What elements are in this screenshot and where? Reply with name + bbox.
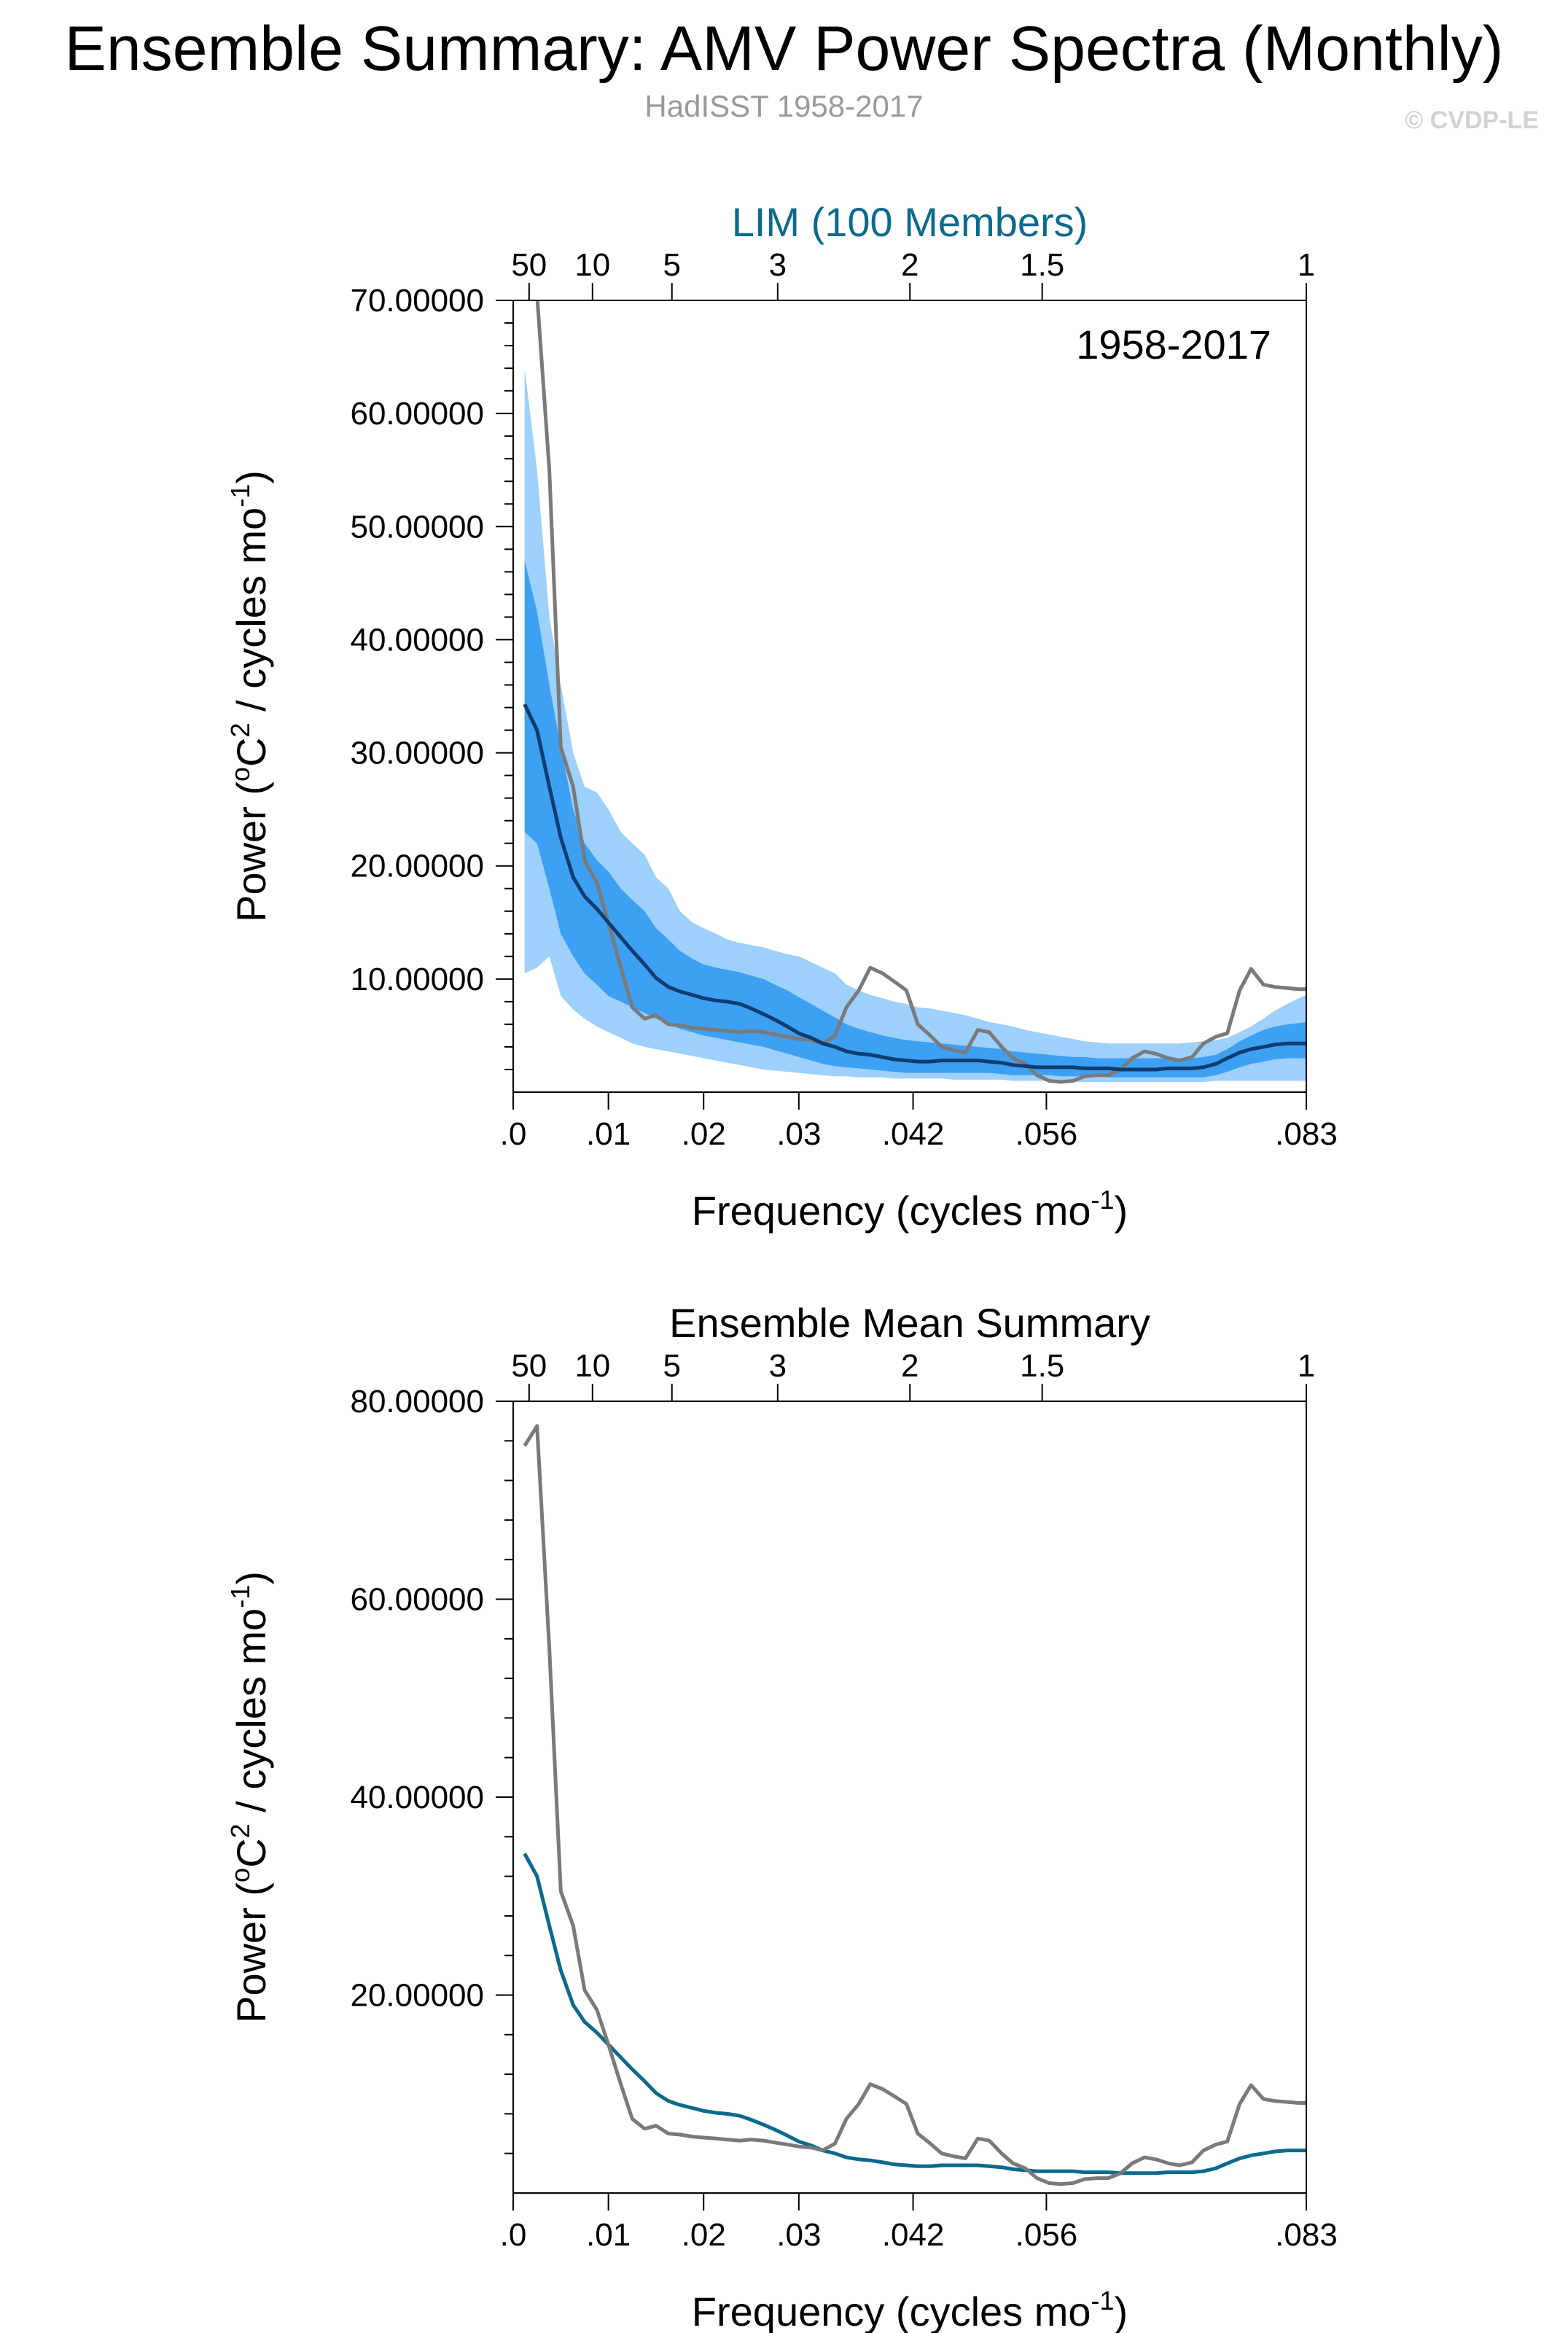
x-tick-label: .03 [776, 1116, 821, 1152]
period-tick-label: 3 [769, 1348, 787, 1384]
y-tick-label: 10.00000 [350, 962, 484, 997]
y-tick-label: 20.00000 [350, 849, 484, 884]
x-tick-label: .0 [500, 1116, 527, 1152]
period-tick-label: 50 [511, 247, 547, 283]
ensemble-mean-spectrum-line [523, 703, 1306, 1072]
period-tick-label: 10 [574, 1348, 610, 1384]
x-tick-label: .03 [776, 2217, 821, 2253]
x-tick-label: .01 [586, 2217, 631, 2253]
panel-title: Ensemble Mean Summary [669, 1300, 1150, 1346]
x-tick-label: .083 [1275, 1116, 1338, 1152]
page-subtitle: HadISST 1958-2017 [644, 89, 924, 123]
ensemble-inner-range-band [524, 560, 1306, 1078]
plot-frame [512, 1401, 1307, 2194]
period-tick-label: 10 [574, 247, 610, 283]
period-tick-label: 5 [663, 1348, 680, 1384]
period-tick-label: 2 [901, 247, 918, 283]
y-tick-label: 60.00000 [350, 1582, 484, 1618]
x-tick-label: .02 [682, 2217, 726, 2253]
y-tick-label: 60.00000 [350, 396, 484, 432]
period-tick-label: 1 [1298, 247, 1315, 283]
ensemble-mean-spectrum-line [523, 1853, 1306, 2176]
x-tick-label: .083 [1275, 2217, 1338, 2253]
copyright-label: © CVDP-LE [1405, 106, 1539, 134]
panel-title: LIM (100 Members) [732, 199, 1088, 245]
period-tick-label: 1.5 [1020, 1348, 1064, 1384]
observed-spectrum-line [523, 1424, 1306, 2186]
x-tick-label: .042 [882, 2217, 945, 2253]
y-axis-label: Power (oC2 / cycles mo-1) [225, 470, 274, 922]
x-tick-label: .042 [882, 1116, 945, 1152]
x-axis-label: Frequency (cycles mo-1) [692, 1185, 1128, 1234]
page-title: Ensemble Summary: AMV Power Spectra (Mon… [64, 14, 1504, 84]
y-axis-label: Power (oC2 / cycles mo-1) [225, 1571, 274, 2023]
period-tick-label: 1 [1298, 1348, 1315, 1384]
period-tick-label: 1.5 [1020, 247, 1064, 283]
x-tick-label: .0 [500, 2217, 527, 2253]
x-tick-label: .056 [1015, 1116, 1078, 1152]
y-tick-label: 80.00000 [350, 1384, 484, 1419]
observed-spectrum-line [535, 300, 1306, 1084]
chart-lim-power-spectra: 10.00000 20.00000 30.00000 40.00000 50.00000… [225, 199, 1338, 1234]
y-tick-label: 30.00000 [350, 736, 484, 771]
x-tick-label: .02 [682, 1116, 726, 1152]
chart-ensemble-mean-summary: 20.00000 40.00000 60.00000 80.00000 .0 .01 .02… [225, 1300, 1338, 2333]
y-tick-label: 40.00000 [350, 1780, 484, 1815]
x-tick-label: .01 [586, 1116, 631, 1152]
x-axis-label: Frequency (cycles mo-1) [692, 2286, 1128, 2333]
period-tick-label: 2 [901, 1348, 918, 1384]
period-annotation: 1958-2017 [1076, 322, 1271, 367]
period-tick-label: 3 [769, 247, 787, 283]
period-tick-label: 5 [663, 247, 680, 283]
y-tick-label: 50.00000 [350, 509, 484, 545]
y-tick-label: 40.00000 [350, 622, 484, 658]
y-tick-label: 70.00000 [350, 283, 484, 319]
period-tick-label: 50 [511, 1348, 547, 1384]
ensemble-outer-range-band [524, 368, 1306, 1082]
x-tick-label: .056 [1015, 2217, 1078, 2253]
y-tick-label: 20.00000 [350, 1978, 484, 2014]
